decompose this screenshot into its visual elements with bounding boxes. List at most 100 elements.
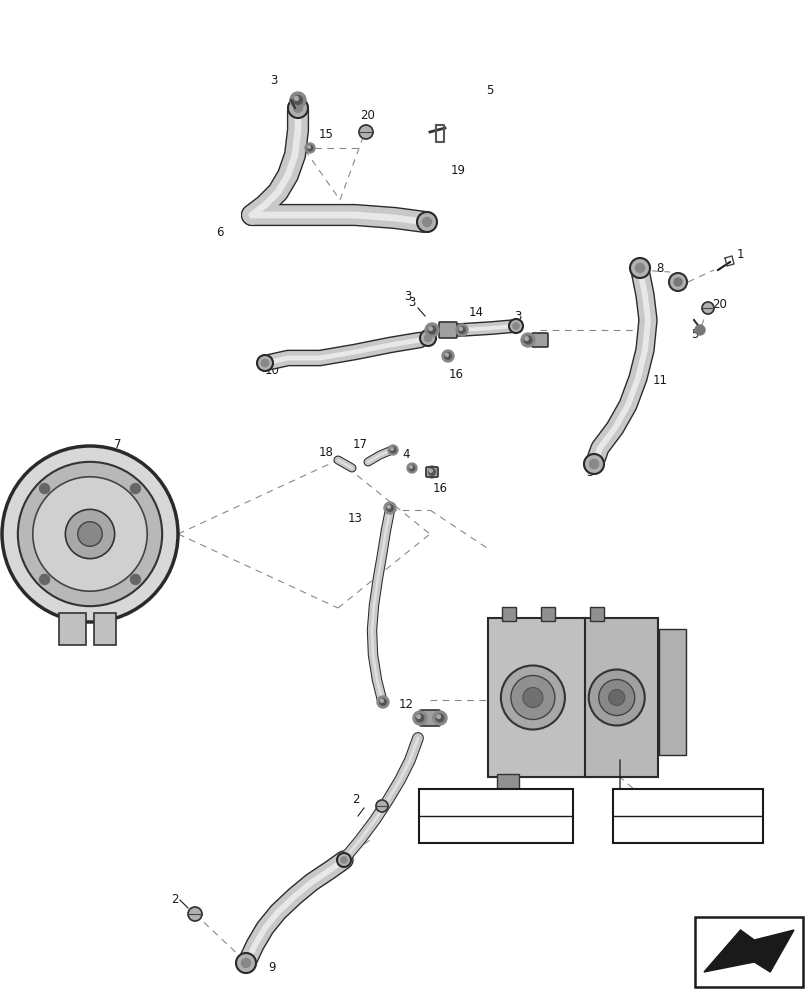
Text: 18: 18 (318, 446, 333, 458)
Circle shape (415, 714, 423, 722)
Circle shape (188, 907, 202, 921)
Text: 16: 16 (448, 368, 463, 381)
FancyBboxPatch shape (585, 618, 657, 777)
Circle shape (673, 278, 681, 286)
Circle shape (294, 96, 298, 100)
Circle shape (380, 699, 386, 705)
Circle shape (410, 466, 412, 468)
Circle shape (456, 324, 467, 336)
Circle shape (376, 696, 388, 708)
Circle shape (458, 327, 465, 333)
FancyBboxPatch shape (426, 467, 437, 477)
Circle shape (375, 800, 388, 812)
Text: 35.220.AA 01: 35.220.AA 01 (650, 798, 725, 808)
Text: 4: 4 (401, 448, 410, 462)
Circle shape (500, 666, 564, 730)
Circle shape (424, 323, 439, 337)
Circle shape (380, 699, 383, 702)
FancyBboxPatch shape (59, 613, 86, 645)
Circle shape (668, 273, 686, 291)
FancyBboxPatch shape (419, 710, 440, 726)
FancyBboxPatch shape (590, 607, 603, 621)
Circle shape (424, 334, 431, 342)
Circle shape (2, 446, 178, 622)
Circle shape (236, 953, 255, 973)
Circle shape (508, 319, 522, 333)
Polygon shape (703, 930, 793, 972)
Circle shape (510, 676, 554, 720)
Text: 2: 2 (352, 793, 359, 806)
Circle shape (694, 325, 704, 335)
Circle shape (65, 509, 114, 559)
Text: 8: 8 (655, 261, 663, 274)
Text: 16: 16 (432, 482, 447, 494)
Circle shape (459, 327, 461, 330)
FancyBboxPatch shape (418, 789, 573, 843)
Circle shape (436, 714, 444, 722)
Circle shape (629, 258, 649, 278)
Text: 3: 3 (408, 296, 415, 308)
Circle shape (521, 333, 534, 347)
Circle shape (444, 353, 448, 356)
FancyBboxPatch shape (502, 607, 516, 621)
Circle shape (417, 212, 436, 232)
FancyBboxPatch shape (612, 789, 762, 843)
Text: 17: 17 (352, 438, 367, 452)
Text: 3: 3 (513, 310, 521, 324)
Circle shape (513, 323, 518, 329)
FancyBboxPatch shape (694, 917, 802, 987)
Circle shape (358, 125, 372, 139)
Circle shape (40, 574, 49, 584)
FancyBboxPatch shape (94, 613, 116, 645)
Circle shape (429, 469, 431, 472)
Circle shape (131, 484, 140, 494)
Circle shape (588, 670, 644, 726)
Text: 15: 15 (318, 128, 333, 141)
Circle shape (583, 454, 603, 474)
Circle shape (522, 688, 543, 708)
Circle shape (261, 359, 268, 367)
Circle shape (388, 445, 397, 455)
FancyBboxPatch shape (541, 607, 555, 621)
Circle shape (409, 465, 414, 471)
Circle shape (40, 484, 49, 494)
Text: 10: 10 (264, 363, 279, 376)
Text: 20: 20 (360, 109, 375, 122)
FancyBboxPatch shape (439, 322, 457, 338)
Circle shape (241, 958, 250, 967)
Circle shape (337, 853, 350, 867)
Text: 6: 6 (216, 226, 224, 238)
Circle shape (18, 462, 162, 606)
Circle shape (293, 104, 303, 113)
Circle shape (436, 715, 440, 718)
Circle shape (390, 447, 395, 453)
Text: 19: 19 (450, 164, 465, 177)
Text: 7: 7 (114, 438, 122, 450)
Circle shape (386, 505, 393, 511)
Circle shape (422, 218, 431, 227)
Circle shape (307, 146, 310, 148)
Text: 2: 2 (171, 893, 178, 906)
Circle shape (598, 680, 634, 716)
Circle shape (413, 711, 427, 725)
Circle shape (524, 336, 531, 344)
Circle shape (307, 145, 312, 151)
Circle shape (428, 469, 435, 475)
Circle shape (406, 463, 417, 473)
Circle shape (635, 263, 644, 272)
Circle shape (432, 711, 446, 725)
Text: 35.220.AA 02: 35.220.AA 02 (650, 824, 725, 834)
FancyBboxPatch shape (496, 774, 518, 790)
Text: 5: 5 (486, 84, 493, 97)
Circle shape (294, 96, 302, 104)
Circle shape (305, 143, 315, 153)
Circle shape (419, 330, 436, 346)
Text: 11: 11 (652, 373, 667, 386)
Circle shape (288, 98, 307, 118)
Circle shape (341, 857, 347, 863)
Text: 3: 3 (270, 74, 277, 87)
Circle shape (390, 448, 393, 450)
Text: 12: 12 (398, 698, 413, 712)
Text: 14: 14 (468, 306, 483, 318)
Circle shape (524, 337, 528, 340)
